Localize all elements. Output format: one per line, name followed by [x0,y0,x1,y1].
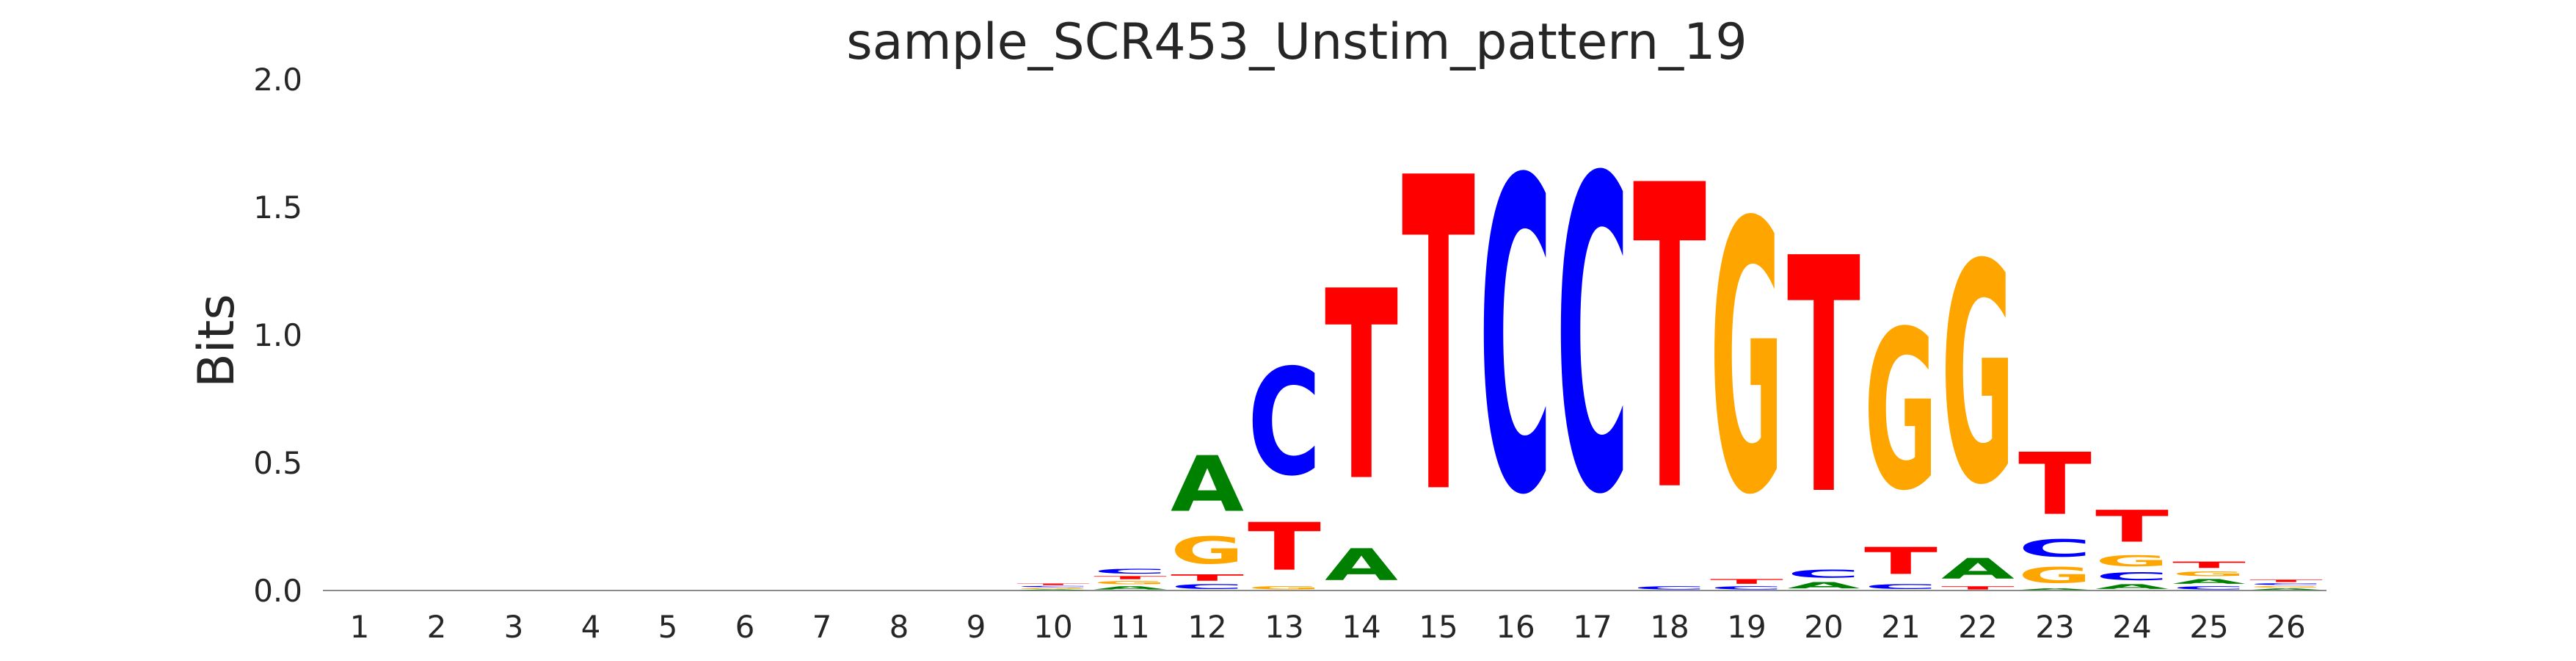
logo-letter-G: G [1710,144,1783,576]
y-tick-label: 0.0 [253,573,302,609]
y-axis-ticks: 0.0 0.5 1.0 1.5 2.0 [253,62,302,609]
y-axis-label: Bits [188,294,246,388]
logo-letter-T: T [1248,509,1321,585]
x-axis-ticks: 1 2 3 4 5 6 7 8 9 10 11 12 13 14 15 16 17 18 19 20 21 22 23 24 2… [350,609,2306,645]
logo-letter-C: C [1248,339,1321,509]
logo-letter-C: C [2249,583,2323,585]
logo-letter-C: C [1094,568,1167,575]
logo-letter-T: T [1941,585,2015,590]
logo-letter-T: T [1710,578,1783,585]
logo-letter-G: G [1094,580,1167,585]
logo-letter-C: C [2095,570,2169,582]
x-tick-label: 8 [889,609,909,645]
logo-letter-T: T [1402,88,1476,589]
y-tick-label: 1.5 [253,189,302,225]
x-tick-label: 11 [1110,609,1149,645]
x-tick-label: 10 [1033,609,1072,645]
logo-letter-T: T [1787,190,1861,567]
logo-letter-T: T [2018,436,2092,535]
logo-letter-A: A [1016,589,1090,590]
x-tick-label: 25 [2189,609,2228,645]
logo-letter-T: T [2095,502,2169,552]
logo-letter-C: C [1171,583,1244,590]
logo-letter-C: C [1864,583,1938,590]
logo-letter-C: C [2172,585,2246,590]
x-tick-label: 22 [1958,609,1997,645]
x-tick-label: 20 [1804,609,1843,645]
x-tick-label: 18 [1650,609,1689,645]
logo-letter-G: G [1941,201,2015,552]
logo-letter-G: G [1171,529,1244,572]
x-tick-label: 14 [1342,609,1380,645]
logo-letter-C: C [1633,585,1706,590]
x-tick-label: 19 [1727,609,1766,645]
x-tick-label: 12 [1187,609,1226,645]
logo-letter-A: A [1325,540,1398,590]
logo-letter-C: C [1016,585,1090,587]
logo-letter-T: T [1633,98,1707,583]
logo-letter-G: G [2172,570,2246,577]
logo-letter-G: G [2095,552,2169,570]
x-tick-label: 17 [1573,609,1612,645]
chart-title: sample_SCR453_Unstim_pattern_19 [846,13,1747,71]
logo-letter-T: T [1325,236,1399,538]
x-tick-label: 13 [1265,609,1303,645]
x-tick-label: 4 [581,609,601,645]
logo-letter-G: G [1248,585,1321,590]
logo-letter-A: A [2172,578,2246,585]
logo-letter-T: T [2172,560,2246,570]
logo-letter-C: C [1556,89,1629,590]
y-tick-label: 1.0 [253,317,302,353]
x-tick-label: 5 [658,609,678,645]
x-tick-label: 7 [812,609,832,645]
x-tick-label: 1 [350,609,370,645]
x-tick-label: 26 [2266,609,2305,645]
x-tick-label: 23 [2035,609,2074,645]
logo-letter-G: G [2249,585,2323,588]
logo-letter-T: T [1864,539,1938,582]
y-tick-label: 2.0 [253,62,302,98]
logo-letter-A: A [2249,588,2323,590]
logo-letter-G: G [1864,284,1938,539]
y-tick-label: 0.5 [253,445,302,481]
logo-letter-C: C [1479,90,1552,589]
logo-letter-C: C [1787,568,1860,580]
logo-letter-G: G [1016,588,1090,589]
x-tick-label: 15 [1419,609,1458,645]
logo-letter-A: A [2018,588,2092,590]
logo-letter-A: A [1787,580,1860,590]
x-tick-label: 16 [1496,609,1535,645]
logo-letter-A: A [1941,552,2015,585]
logo-letter-A: A [2095,583,2169,590]
logo-letter-T: T [1171,573,1244,583]
x-tick-label: 3 [504,609,524,645]
x-tick-label: 21 [1881,609,1920,645]
logo-letter-A: A [1171,440,1244,530]
logo-letter-C: C [2018,535,2092,563]
x-tick-label: 6 [735,609,755,645]
logo-letter-T: T [1016,583,1090,585]
logo-letter-T: T [2249,579,2323,582]
logo-letter-C: C [1710,585,1783,590]
x-tick-label: 24 [2112,609,2151,645]
x-tick-label: 9 [967,609,986,645]
logo-letter-A: A [1094,585,1167,590]
logo-letter-G: G [2018,563,2092,588]
x-tick-label: 2 [427,609,447,645]
logo-letter-T: T [1094,575,1167,580]
